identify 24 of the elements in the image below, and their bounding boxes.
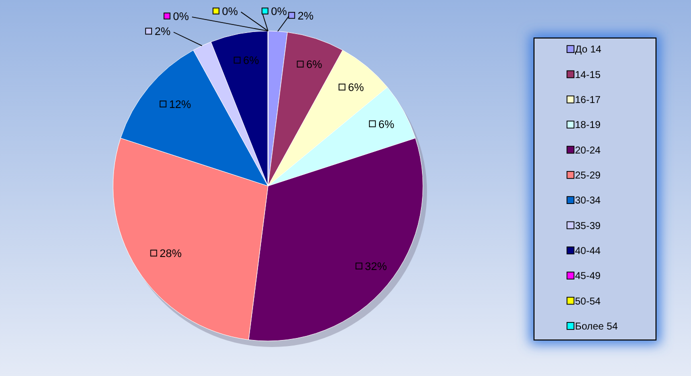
data-label: 6% [378, 118, 394, 131]
legend-label: 30-34 [575, 196, 602, 207]
text: 0% [173, 11, 189, 23]
legend-label: 20-24 [575, 145, 602, 156]
text: 0% [222, 6, 238, 18]
data-label: 2% [298, 10, 314, 22]
legend-label: 18-19 [575, 120, 602, 132]
data-label: 12% [169, 98, 192, 111]
legend-label: 16-17 [575, 94, 602, 106]
legend-label: 35-39 [575, 220, 602, 232]
data-label: 6% [243, 55, 260, 68]
text: 0% [271, 6, 287, 18]
legend-label: 40-44 [575, 246, 602, 257]
legend-label: 50-54 [575, 296, 602, 308]
legend-label: До 14 [575, 44, 602, 56]
data-label: 6% [348, 82, 364, 94]
legend-label: 14-15 [575, 70, 602, 81]
legend-label: 45-49 [575, 271, 602, 282]
data-label: 32% [364, 261, 388, 274]
legend-label: 25-29 [575, 170, 602, 182]
data-label: 2% [154, 26, 171, 38]
legend-label: Более 54 [575, 321, 618, 332]
data-label: 28% [160, 248, 182, 260]
data-label: 6% [306, 59, 322, 72]
